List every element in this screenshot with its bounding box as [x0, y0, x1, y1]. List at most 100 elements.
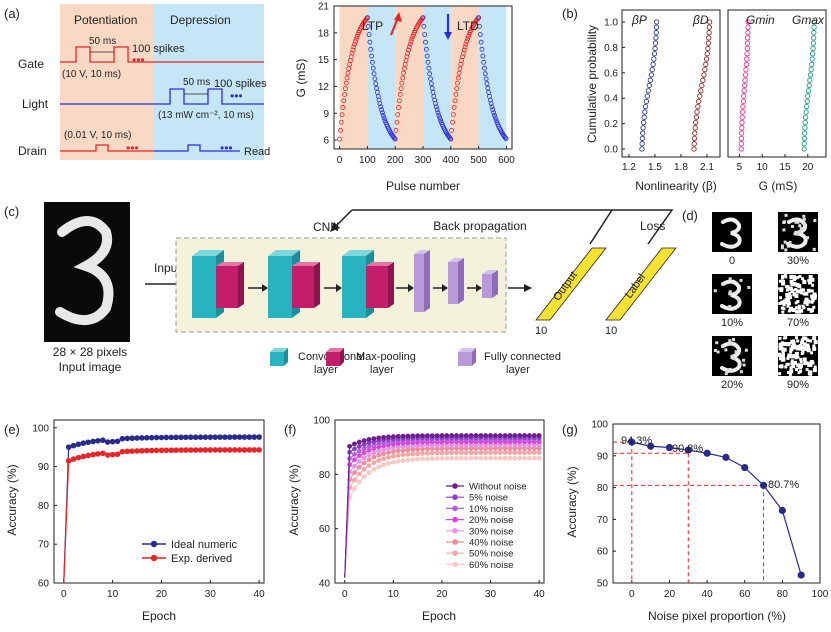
- series-point: [366, 447, 372, 453]
- cdf-point: [692, 125, 698, 131]
- cdf-point: [742, 72, 749, 78]
- series-point: [222, 434, 228, 440]
- ltp-point: [451, 105, 457, 110]
- series-point: [522, 450, 527, 456]
- cdf-point: [745, 35, 751, 41]
- cdf-point: [744, 51, 750, 57]
- label-size: 10: [605, 325, 617, 337]
- ltp-point: [409, 36, 415, 42]
- series-point: [400, 433, 406, 439]
- cdf-point: [706, 24, 713, 30]
- ltd-point: [367, 39, 373, 45]
- y-tick-label: 0.6: [604, 68, 618, 79]
- cdf-point: [801, 146, 807, 152]
- series-point: [153, 447, 160, 454]
- series-point: [361, 450, 367, 456]
- ltd-point: [423, 46, 429, 52]
- series-point: [512, 455, 518, 461]
- ltp-point: [407, 41, 413, 47]
- series-point: [410, 443, 416, 449]
- ltd-point: [491, 110, 497, 116]
- series-point: [361, 455, 367, 461]
- x-tick-label: 1.2: [622, 162, 636, 173]
- series-point: [114, 451, 121, 458]
- ltd-point: [422, 32, 428, 37]
- cdf-point: [706, 29, 712, 36]
- series-point: [361, 466, 367, 472]
- band-1: [367, 6, 396, 149]
- series-point: [468, 455, 474, 461]
- series-point: [352, 477, 357, 483]
- series-point: [449, 442, 455, 448]
- series-point: [439, 442, 445, 448]
- legend-marker: [452, 550, 458, 556]
- y-tick-label: 50: [597, 579, 609, 590]
- series-point: [65, 444, 72, 450]
- y-tick-label: 0.0: [604, 145, 618, 156]
- series-point: [395, 448, 401, 454]
- series-point: [429, 442, 435, 448]
- series-point: [227, 447, 233, 453]
- cdf-point: [810, 35, 817, 41]
- y-tick-label: 80: [319, 470, 331, 481]
- series-point: [158, 447, 165, 454]
- series-point: [410, 457, 416, 462]
- series-point: [109, 451, 116, 458]
- series-point: [100, 437, 106, 444]
- panel-label-d: (d): [682, 208, 698, 223]
- x-tick-label: 1.8: [674, 162, 688, 173]
- ltd-point: [381, 115, 387, 121]
- series-point: [212, 434, 218, 440]
- cdf-point: [738, 141, 744, 147]
- series-point: [410, 447, 416, 452]
- accuracy-line: [631, 441, 802, 576]
- legend-pool: Max-pooling layer: [326, 348, 416, 376]
- cdf-point: [697, 93, 703, 99]
- series-point: [483, 450, 489, 456]
- series-point: [395, 453, 401, 458]
- potentiation-label: Potentiation: [74, 13, 137, 27]
- x-tick-label: 2.1: [700, 162, 714, 173]
- series-point: [134, 448, 140, 454]
- series-point: [420, 443, 425, 449]
- cdf-point: [703, 56, 710, 62]
- series-point: [458, 455, 464, 461]
- accuracy-point: [797, 571, 805, 579]
- panel-label-e: (e): [4, 422, 20, 437]
- ltd-point: [424, 53, 430, 59]
- gate-label: Gate: [18, 57, 44, 71]
- light-pulse-params: (13 mW cm⁻², 10 ms): [158, 110, 254, 121]
- series-point: [420, 446, 425, 452]
- accuracy-point: [722, 453, 730, 461]
- series-point: [192, 434, 199, 441]
- cdf-point: [745, 24, 751, 30]
- series-point: [444, 455, 450, 461]
- ltd-point: [433, 101, 438, 106]
- cdf-point: [741, 93, 747, 99]
- series-point: [424, 433, 430, 439]
- light-dots: •••: [230, 89, 243, 103]
- x-tick-label: 20: [436, 589, 448, 600]
- noise-label: 70%: [787, 317, 809, 329]
- ltp-point: [465, 36, 470, 42]
- series-point: [119, 435, 126, 442]
- series-point: [463, 450, 469, 456]
- chart-e-frame: [53, 419, 265, 584]
- series-point: [217, 447, 223, 453]
- series-point: [420, 433, 425, 439]
- series-point: [356, 459, 362, 464]
- cdf-point: [810, 40, 817, 46]
- cdf-point: [646, 82, 652, 89]
- cdf-point: [699, 82, 705, 89]
- series-point: [90, 438, 96, 445]
- chart-b-right-xlabel: G (mS): [759, 179, 798, 193]
- accuracy-point: [759, 481, 768, 489]
- light-label: Light: [22, 97, 49, 111]
- chart-a-xlabel: Pulse number: [386, 179, 460, 193]
- x-tick-label: 10: [388, 589, 400, 600]
- ltp-point: [455, 75, 461, 81]
- ltp-point: [396, 98, 402, 104]
- cdf-point: [740, 104, 746, 110]
- ltd-point: [481, 59, 487, 65]
- accuracy-point: [703, 449, 711, 457]
